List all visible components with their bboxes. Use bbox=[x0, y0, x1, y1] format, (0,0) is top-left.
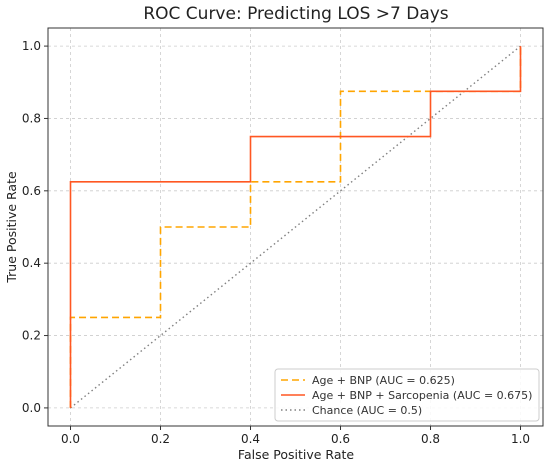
y-tick-label: 0.2 bbox=[22, 329, 41, 343]
y-tick-label: 0.6 bbox=[22, 184, 41, 198]
series-layer bbox=[69, 45, 522, 409]
x-tick-label: 0.8 bbox=[421, 432, 440, 446]
y-tick-label: 0.4 bbox=[22, 256, 41, 270]
legend-label-0: Age + BNP (AUC = 0.625) bbox=[312, 374, 455, 387]
legend-box bbox=[274, 368, 540, 422]
x-tick-label: 1.0 bbox=[511, 432, 530, 446]
axis-ticks: 0.0 0.2 0.4 0.6 0.8 1.0 0.0 0.2 0.4 0.6 0.8 1.0 bbox=[22, 39, 530, 446]
chart-title: ROC Curve: Predicting LOS >7 Days bbox=[143, 4, 448, 24]
legend-label-1: Age + BNP + Sarcopenia (AUC = 0.675) bbox=[312, 389, 532, 402]
y-axis-label: True Positive Rate bbox=[4, 171, 19, 284]
x-tick-label: 0.4 bbox=[241, 432, 260, 446]
series-line-2 bbox=[70, 45, 521, 409]
x-tick-label: 0.6 bbox=[331, 432, 350, 446]
plot-frame bbox=[47, 27, 544, 427]
y-tick-label: 0.0 bbox=[22, 401, 41, 415]
legend-label-2: Chance (AUC = 0.5) bbox=[312, 404, 422, 417]
x-tick-label: 0.2 bbox=[151, 432, 170, 446]
y-tick-label: 0.8 bbox=[22, 111, 41, 125]
series-line-1 bbox=[69, 46, 522, 408]
y-tick-label: 1.0 bbox=[22, 39, 41, 53]
legend: Age + BNP (AUC = 0.625) Age + BNP + Sarco… bbox=[274, 368, 540, 422]
x-tick-label: 0.0 bbox=[61, 432, 80, 446]
x-axis-label: False Positive Rate bbox=[238, 447, 354, 462]
